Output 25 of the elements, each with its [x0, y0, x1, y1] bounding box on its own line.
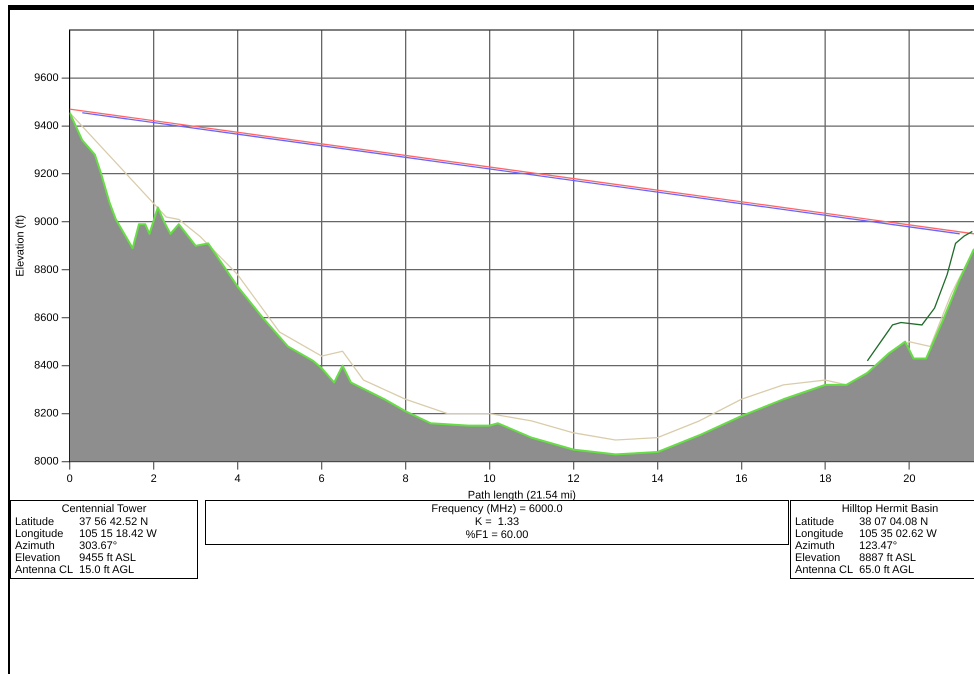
- text: Hilltop Hermit Basin Latitude 38 07 04.08 N Longitude 105 35 02.62 W Azimuth 123.47° Elevation 8887 ft ASL Antenna CL 65.0 ft AGL: [795, 503, 938, 576]
- x-tick-label: 16: [735, 473, 748, 486]
- x-tick-label: 10: [483, 473, 496, 486]
- x-tick-label: 0: [66, 473, 73, 486]
- y-tick-label: 9200: [34, 168, 59, 180]
- x-tick-label: 14: [651, 473, 664, 486]
- y-tick-label: 8600: [34, 312, 59, 324]
- x-tick-label: 2: [150, 473, 157, 486]
- x-axis-title: Path length (21.54 mi): [468, 489, 576, 502]
- y-tick-label: 9400: [34, 120, 59, 132]
- y-tick-label: 8200: [34, 408, 59, 420]
- x-tick-label: 6: [318, 473, 325, 486]
- x-tick-label: 8: [402, 473, 409, 486]
- y-tick-label: 9600: [34, 72, 59, 84]
- y-tick-label: 8000: [34, 456, 59, 468]
- x-tick-label: 12: [567, 473, 580, 486]
- y-tick-label: 8800: [34, 264, 59, 276]
- text: Frequency (MHz) = 6000.0 K = 1.33 %F1 = 60.00: [430, 503, 564, 542]
- y-tick-label: 8400: [34, 360, 59, 372]
- y-tick-label: 9000: [34, 216, 59, 228]
- text: Centennial Tower Latitude 37 56 42.52 N Longitude 105 15 18.42 W Azimuth 303.67° Elevation 9455 ft ASL Antenna CL 15.0 ft AGL: [15, 503, 157, 576]
- x-tick-label: 18: [819, 473, 832, 486]
- x-tick-label: 20: [903, 473, 916, 486]
- y-axis-title: Elevation (ft): [14, 214, 27, 277]
- x-tick-label: 4: [234, 473, 241, 486]
